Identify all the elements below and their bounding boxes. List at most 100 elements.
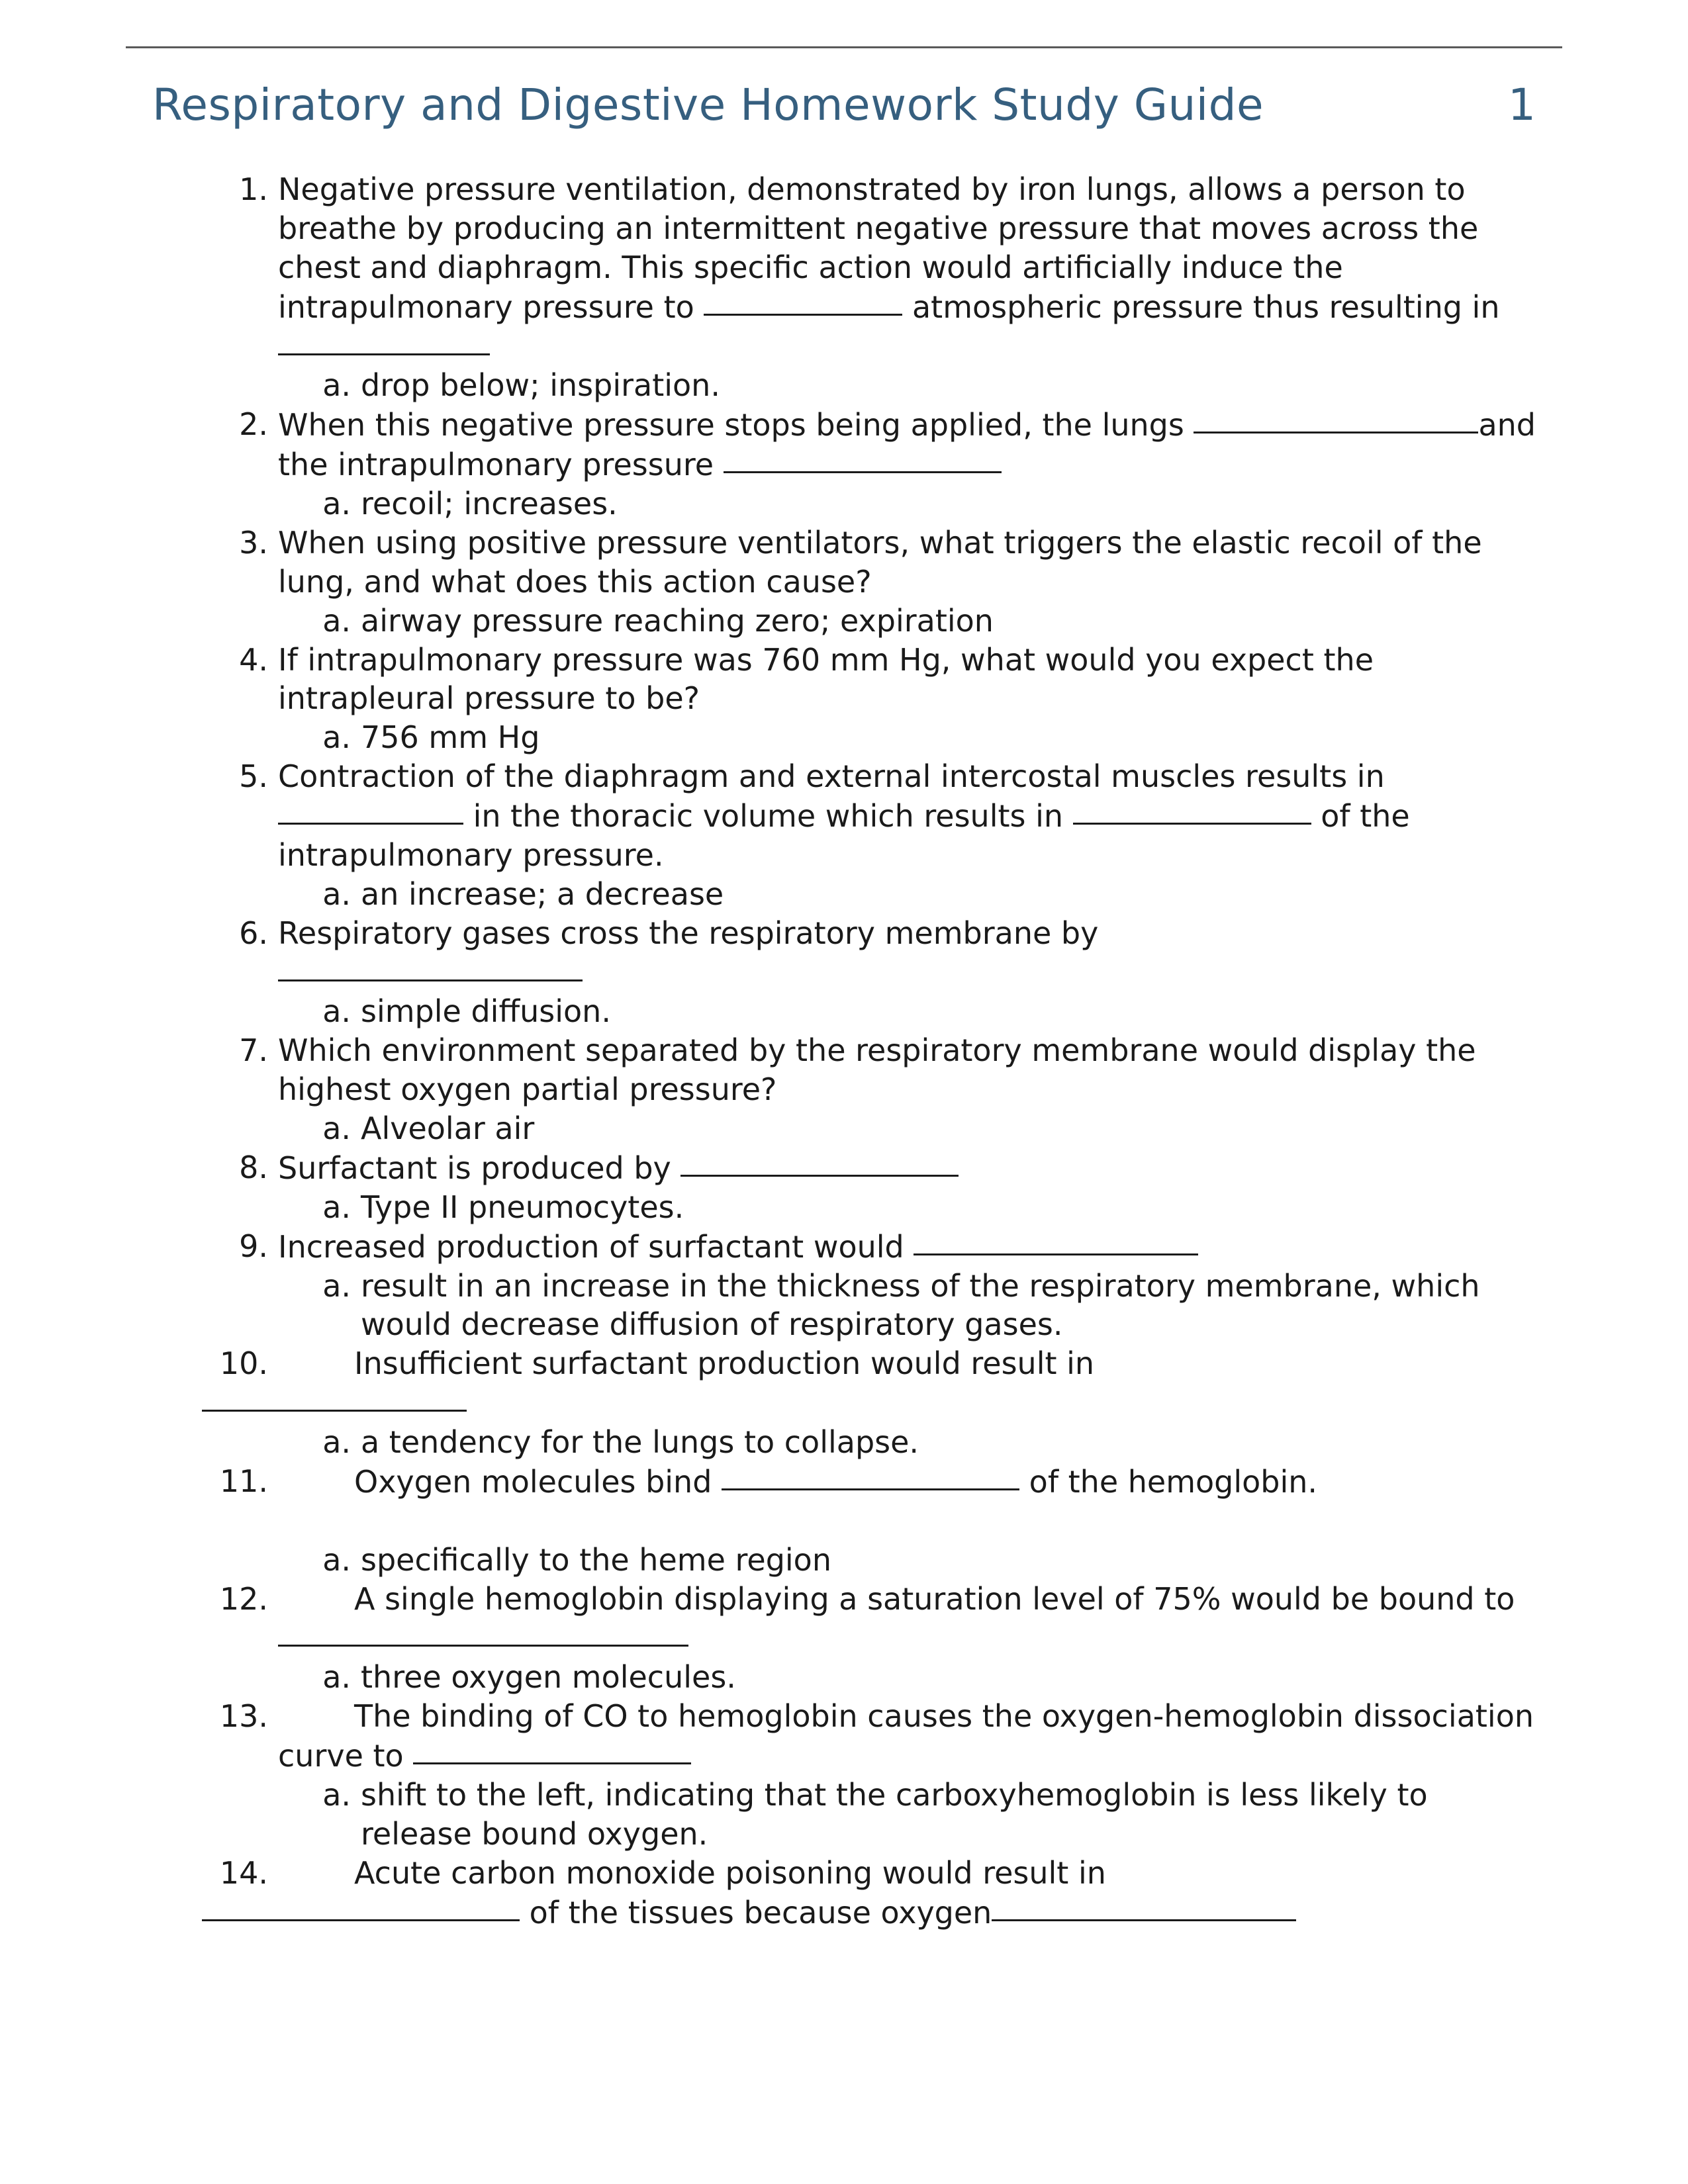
- answer-list: a. recoil; increases.: [278, 484, 1536, 523]
- answer-letter: a.: [305, 1188, 351, 1227]
- question-item: 13.The binding of CO to hemoglobin cause…: [278, 1697, 1536, 1854]
- question-number: 8.: [195, 1148, 268, 1187]
- question-number: 9.: [195, 1227, 268, 1266]
- answer-list: a.Alveolar air: [278, 1109, 1536, 1148]
- question-item: 14.Acute carbon monoxide poisoning would…: [278, 1854, 1536, 1933]
- document-title: Respiratory and Digestive Homework Study…: [152, 79, 1264, 130]
- answer-list: a. airway pressure reaching zero; expirat…: [278, 602, 1536, 641]
- title-row: Respiratory and Digestive Homework Study…: [152, 79, 1536, 130]
- answer-letter: a.: [305, 484, 351, 523]
- answer-list: a. drop below; inspiration.: [278, 366, 1536, 405]
- answer-letter: a.: [305, 718, 351, 757]
- answer-text: simple diffusion.: [361, 993, 611, 1029]
- answer-list: a.shift to the left, indicating that the…: [278, 1776, 1536, 1854]
- answer-text: recoil; increases.: [361, 486, 618, 522]
- question-item: 6.Respiratory gases cross the respirator…: [278, 914, 1536, 1032]
- answer-list: a.an increase; a decrease: [278, 875, 1536, 914]
- answer-item: a.a tendency for the lungs to collapse.: [361, 1423, 1536, 1462]
- question-text: Insufficient surfactant production would…: [278, 1344, 1536, 1423]
- question-text: A single hemoglobin displaying a saturat…: [278, 1580, 1536, 1659]
- question-text: Contraction of the diaphragm and externa…: [278, 757, 1536, 875]
- answer-list: a. 756 mm Hg: [278, 718, 1536, 757]
- answer-item: a.Type II pneumocytes.: [361, 1188, 1536, 1227]
- answer-item: a.result in an increase in the thickness…: [361, 1267, 1536, 1345]
- question-text: The binding of CO to hemoglobin causes t…: [278, 1697, 1536, 1776]
- answer-text: three oxygen molecules.: [361, 1659, 736, 1695]
- fill-in-blank: [202, 1891, 520, 1921]
- answer-text: airway pressure reaching zero; expiratio…: [361, 603, 994, 639]
- content-area: Respiratory and Digestive Homework Study…: [152, 79, 1536, 1932]
- question-number: 6.: [195, 914, 268, 953]
- answer-item: a.specifically to the heme region: [361, 1541, 1536, 1580]
- answer-letter: a.: [305, 1541, 351, 1580]
- question-text: When using positive pressure ventilators…: [278, 523, 1536, 602]
- answer-letter: a.: [305, 1267, 351, 1306]
- question-text: Increased production of surfactant would: [278, 1227, 1536, 1267]
- answer-text: a tendency for the lungs to collapse.: [361, 1424, 919, 1460]
- answer-letter: a.: [305, 1423, 351, 1462]
- answer-list: a.three oxygen molecules.: [278, 1658, 1536, 1697]
- question-item: 11.Oxygen molecules bind of the hemoglob…: [278, 1462, 1536, 1580]
- answer-text: Type II pneumocytes.: [361, 1189, 684, 1225]
- question-number: 11.: [182, 1462, 268, 1501]
- answer-item: a.recoil; increases.: [361, 484, 1536, 523]
- fill-in-blank: [413, 1734, 691, 1764]
- answer-letter: a.: [305, 602, 351, 641]
- question-number: 5.: [195, 757, 268, 796]
- answer-text: specifically to the heme region: [361, 1542, 831, 1578]
- answer-letter: a.: [305, 366, 351, 405]
- question-text: When this negative pressure stops being …: [278, 405, 1536, 484]
- answer-item: a.airway pressure reaching zero; expirat…: [361, 602, 1536, 641]
- fill-in-blank: [1073, 794, 1311, 825]
- question-number: 14.: [182, 1854, 268, 1893]
- answer-letter: a.: [305, 1109, 351, 1148]
- answer-text: shift to the left, indicating that the c…: [361, 1777, 1428, 1852]
- answer-text: drop below; inspiration.: [361, 367, 720, 403]
- answer-list: a. result in an increase in the thickness…: [278, 1267, 1536, 1345]
- question-text: Surfactant is produced by: [278, 1148, 1536, 1188]
- question-number: 3.: [195, 523, 268, 563]
- question-number: 4.: [195, 641, 268, 680]
- fill-in-blank: [992, 1891, 1296, 1921]
- fill-in-blank: [278, 325, 490, 355]
- answer-list: a. Type II pneumocytes.: [278, 1188, 1536, 1227]
- fill-in-blank: [914, 1225, 1198, 1255]
- answer-item: a.three oxygen molecules.: [361, 1658, 1536, 1697]
- answer-item: a.drop below; inspiration.: [361, 366, 1536, 405]
- top-rule: [126, 46, 1562, 48]
- question-text: Respiratory gases cross the respiratory …: [278, 914, 1536, 993]
- page-number: 1: [1508, 79, 1536, 130]
- question-item: 4.If intrapulmonary pressure was 760 mm …: [278, 641, 1536, 758]
- question-number: 12.: [182, 1580, 268, 1619]
- question-item: 1.Negative pressure ventilation, demonst…: [278, 170, 1536, 405]
- question-text: Negative pressure ventilation, demonstra…: [278, 170, 1536, 366]
- answer-item: a.Alveolar air: [361, 1109, 1536, 1148]
- question-list: 1.Negative pressure ventilation, demonst…: [152, 170, 1536, 1932]
- question-text: Which environment separated by the respi…: [278, 1031, 1536, 1109]
- fill-in-blank: [278, 1616, 688, 1647]
- answer-item: a.756 mm Hg: [361, 718, 1536, 757]
- question-text: If intrapulmonary pressure was 760 mm Hg…: [278, 641, 1536, 719]
- fill-in-blank: [680, 1146, 959, 1177]
- question-number: 7.: [195, 1031, 268, 1070]
- answer-item: a.an increase; a decrease: [361, 875, 1536, 914]
- answer-item: a.simple diffusion.: [361, 992, 1536, 1031]
- fill-in-blank: [1194, 403, 1478, 433]
- fill-in-blank: [704, 285, 902, 316]
- question-number: 13.: [182, 1697, 268, 1736]
- question-item: 10.Insufficient surfactant production wo…: [278, 1344, 1536, 1462]
- fill-in-blank: [724, 443, 1002, 473]
- blank-line: [278, 955, 583, 991]
- question-item: 2.When this negative pressure stops bein…: [278, 405, 1536, 523]
- answer-text: an increase; a decrease: [361, 876, 724, 912]
- answer-text: 756 mm Hg: [361, 719, 539, 755]
- question-item: 3.When using positive pressure ventilato…: [278, 523, 1536, 641]
- answer-text: result in an increase in the thickness o…: [361, 1268, 1480, 1343]
- blank-line: of the tissues because oxygen: [202, 1893, 992, 1933]
- answer-letter: a.: [305, 992, 351, 1031]
- question-number: 2.: [195, 405, 268, 444]
- question-text: Oxygen molecules bind of the hemoglobin.: [278, 1462, 1536, 1502]
- fill-in-blank: [202, 1381, 467, 1412]
- blank-line: [202, 1383, 467, 1423]
- question-item: 7.Which environment separated by the res…: [278, 1031, 1536, 1148]
